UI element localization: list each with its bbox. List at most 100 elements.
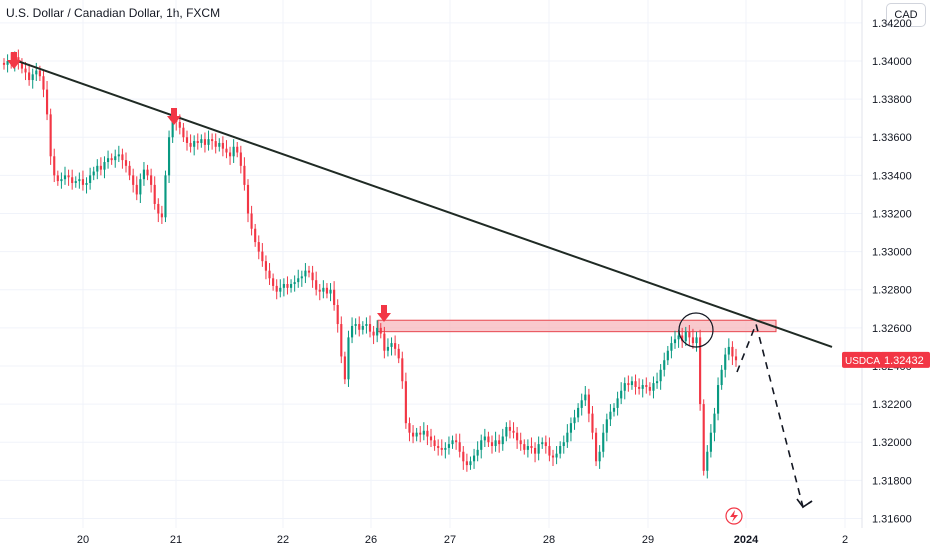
candle <box>609 404 612 427</box>
candle <box>713 407 716 442</box>
candle <box>465 453 468 472</box>
rejection-circle[interactable] <box>678 312 714 348</box>
candle <box>117 145 120 163</box>
price-tick-label: 1.31800 <box>872 475 912 487</box>
candle-body <box>433 440 436 447</box>
descending-trendline[interactable] <box>11 58 833 348</box>
candle <box>78 172 81 189</box>
candle-body <box>35 70 38 75</box>
candle <box>415 427 418 442</box>
candle-body <box>605 419 608 433</box>
candle-body <box>92 171 95 176</box>
projected-path[interactable] <box>736 321 813 509</box>
candle <box>358 316 361 337</box>
candle-body <box>268 270 271 279</box>
candle-body <box>652 383 655 391</box>
candle-body <box>203 139 207 145</box>
time-tick-label: 21 <box>170 534 182 546</box>
candle <box>429 428 433 447</box>
candle <box>716 377 720 421</box>
candle <box>150 168 153 193</box>
candle <box>401 351 404 389</box>
candle-body <box>56 175 59 182</box>
candle-body <box>153 184 156 204</box>
candle-body <box>702 404 705 471</box>
candle-body <box>368 324 372 332</box>
last-price-symbol-bg <box>842 351 882 368</box>
candle-body <box>713 413 716 433</box>
candle-body <box>329 289 332 294</box>
candle <box>587 388 590 423</box>
candle <box>440 439 443 456</box>
candle <box>221 136 224 157</box>
candle-body <box>379 327 382 334</box>
candle-body <box>501 436 504 445</box>
candle <box>160 205 163 224</box>
candle-body <box>401 358 404 382</box>
candle <box>469 456 472 470</box>
candle-body <box>376 327 379 336</box>
candle <box>530 437 533 454</box>
candle <box>573 409 576 430</box>
candle-body <box>354 324 357 326</box>
candle <box>584 385 587 407</box>
candle <box>684 326 687 346</box>
candle <box>731 341 734 366</box>
price-tick-label: 1.32800 <box>872 285 912 297</box>
candle-body <box>548 446 551 456</box>
candle-body <box>641 385 644 389</box>
candle-body <box>516 432 519 441</box>
candle <box>203 132 207 153</box>
last-price-tag[interactable]: USDCAD 1.32432 <box>842 351 930 368</box>
candle <box>347 330 350 387</box>
candle <box>42 69 45 98</box>
candle <box>408 417 411 442</box>
candle <box>211 133 214 150</box>
candle <box>411 425 415 444</box>
candle-body <box>6 60 9 65</box>
candle-body <box>437 446 440 448</box>
candle <box>519 432 522 451</box>
candle <box>551 449 555 467</box>
price-tick-label: 1.32200 <box>872 399 912 411</box>
candle <box>325 283 329 299</box>
candle <box>512 422 515 439</box>
candle <box>146 164 149 181</box>
candle <box>591 406 594 440</box>
candle <box>404 372 407 429</box>
candle <box>544 435 547 454</box>
candle-body <box>60 179 63 182</box>
last-price-value: 1.32432 <box>884 355 924 367</box>
candle-body <box>655 381 659 384</box>
candle-body <box>462 451 465 462</box>
candle-body <box>699 337 702 405</box>
time-tick-label: 2 <box>842 534 848 546</box>
time-tick-label: 20 <box>77 534 89 546</box>
candles <box>2 49 738 479</box>
candle <box>71 169 74 190</box>
candle <box>2 58 6 70</box>
candle <box>612 403 616 417</box>
currency-selector[interactable]: CAD <box>886 3 926 27</box>
candle-body <box>394 343 397 349</box>
candle-body <box>96 165 99 172</box>
candle <box>20 58 24 74</box>
candle-body <box>670 343 673 351</box>
candle-body <box>279 287 282 292</box>
candle-body <box>53 156 56 176</box>
lightning-circle-icon[interactable] <box>725 507 743 525</box>
candle-body <box>361 325 364 330</box>
candle <box>63 166 67 185</box>
resistance-zone[interactable] <box>377 319 777 333</box>
candle <box>444 442 447 459</box>
candle-body <box>117 154 120 157</box>
candle <box>670 336 673 359</box>
candle <box>472 448 476 469</box>
candle-body <box>559 446 562 454</box>
candle-body <box>472 455 476 462</box>
candle <box>437 439 440 456</box>
drawings-overlay <box>7 52 833 509</box>
candle <box>681 327 684 348</box>
candle-body <box>211 139 214 142</box>
